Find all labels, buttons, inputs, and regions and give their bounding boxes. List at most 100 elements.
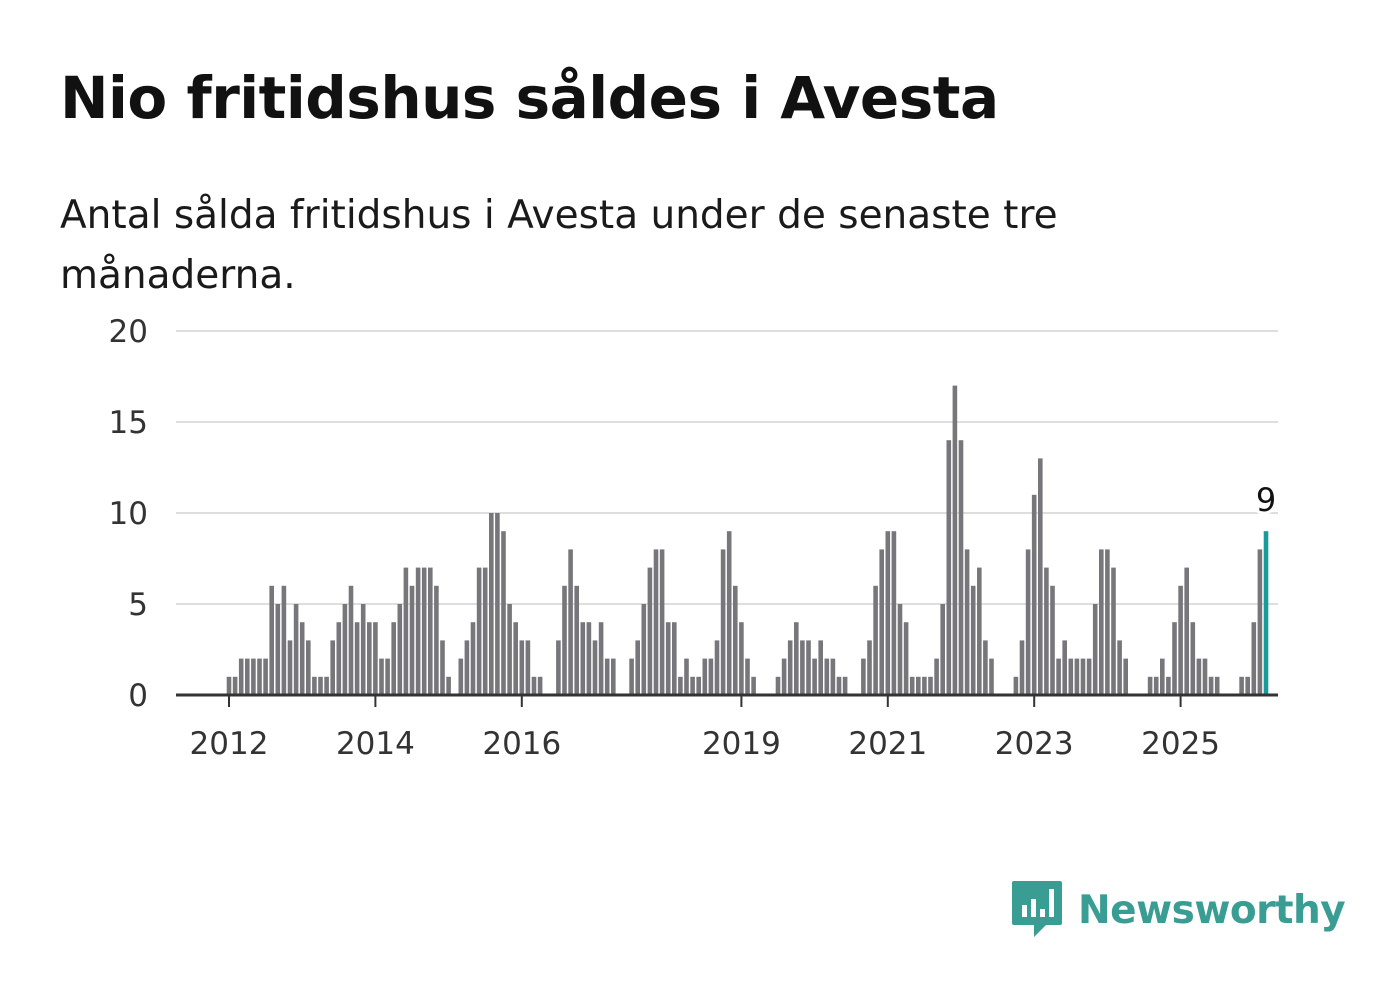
bar-highlight (1263, 531, 1269, 695)
bar (1062, 640, 1067, 695)
bar (306, 640, 311, 695)
newsworthy-logo-icon (1012, 881, 1062, 937)
bar (909, 676, 915, 695)
bar (434, 585, 439, 695)
bar (812, 658, 817, 695)
bar (611, 658, 616, 695)
bar (525, 640, 531, 695)
bar (714, 640, 720, 695)
y-tick-label: 0 (128, 678, 148, 714)
y-tick-label: 10 (109, 496, 148, 532)
x-tick-labels: 2012 2014 2016 2019 2021 2023 2025 (190, 695, 1220, 762)
bar (1056, 658, 1061, 695)
bar (428, 567, 433, 695)
bar (879, 549, 884, 695)
bar (824, 658, 830, 695)
bar (1257, 549, 1263, 695)
bar (983, 640, 988, 695)
bar (1166, 676, 1171, 695)
bar (385, 658, 390, 695)
bar (1105, 549, 1110, 695)
bar (787, 640, 793, 695)
bar (409, 585, 415, 695)
bar (1074, 658, 1080, 695)
bar (830, 658, 836, 695)
bar (897, 604, 903, 695)
page-title: Nio fritidshus såldes i Avesta (60, 64, 999, 132)
bar (379, 658, 384, 695)
bar (1245, 676, 1250, 695)
y-tick-label: 20 (109, 314, 148, 350)
bar (1251, 622, 1257, 695)
bar (1190, 622, 1196, 695)
bar (891, 531, 897, 695)
bar (513, 622, 518, 695)
bar (903, 622, 909, 695)
bar (604, 658, 610, 695)
bar (970, 585, 976, 695)
bar (1044, 567, 1049, 695)
bar (1099, 549, 1104, 695)
bar (507, 604, 512, 695)
bar (232, 676, 238, 695)
bar (446, 676, 451, 695)
bar (684, 658, 689, 695)
bar (592, 640, 598, 695)
brand-name: Newsworthy (1078, 887, 1346, 933)
bar (1208, 676, 1214, 695)
bar (946, 440, 952, 695)
y-tick-label: 5 (128, 587, 148, 623)
bar (1153, 676, 1159, 695)
bar (775, 676, 781, 695)
bar (330, 640, 335, 695)
bar (702, 658, 708, 695)
bar (690, 676, 695, 695)
x-tick-label: 2021 (848, 726, 927, 762)
bar (348, 585, 354, 695)
bar (952, 385, 958, 695)
bar (1025, 549, 1031, 695)
bar (818, 640, 823, 695)
bar (489, 513, 494, 695)
newsworthy-logo[interactable]: Newsworthy (1010, 878, 1346, 942)
bar (397, 604, 403, 695)
bar (403, 567, 409, 695)
bar (647, 567, 653, 695)
bar (537, 676, 543, 695)
data-label: 9 (1256, 481, 1276, 519)
bar (318, 676, 323, 695)
bar (708, 658, 714, 695)
bar (751, 676, 756, 695)
page-subtitle: Antal sålda fritidshus i Avesta under de… (60, 193, 1058, 298)
bar (312, 676, 317, 695)
bar (360, 604, 366, 695)
bar (1196, 658, 1202, 695)
bar (464, 640, 470, 695)
bar (1031, 494, 1037, 695)
bar (739, 622, 744, 695)
bar (1019, 640, 1025, 695)
bar (836, 676, 842, 695)
bar (476, 567, 482, 695)
bar (245, 658, 250, 695)
bar (922, 676, 927, 695)
bar (495, 513, 500, 695)
bar (531, 676, 537, 695)
bar (238, 658, 244, 695)
bar (794, 622, 799, 695)
x-tick-label: 2016 (482, 726, 561, 762)
bar (867, 640, 872, 695)
bar (641, 604, 647, 695)
bar (977, 567, 982, 695)
bar (275, 604, 281, 695)
bar (293, 604, 299, 695)
y-tick-label: 15 (109, 405, 148, 441)
bar (1160, 658, 1165, 695)
bar (342, 604, 348, 695)
bar (281, 585, 287, 695)
bar (501, 531, 506, 695)
bar (958, 440, 964, 695)
bar (1147, 676, 1153, 695)
bar (726, 531, 732, 695)
